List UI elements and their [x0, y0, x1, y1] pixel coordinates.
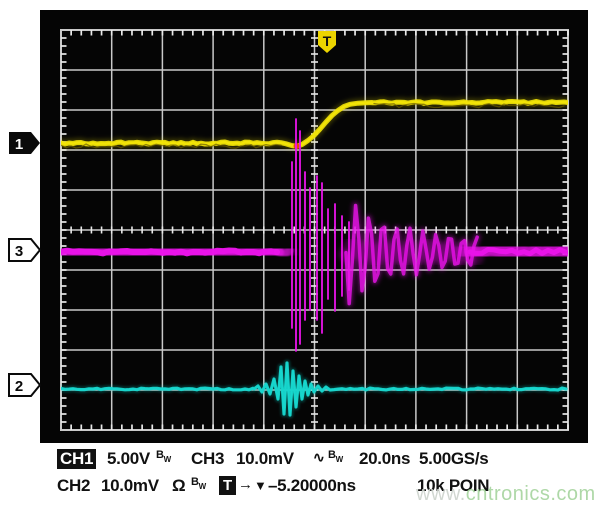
trigger-arrow-icon: →	[238, 476, 253, 493]
watermark-domain: cntronics.com	[465, 483, 596, 505]
timebase-value: 20.0ns	[359, 449, 411, 468]
channel-marker-ch2-label: 2	[15, 378, 23, 395]
channel-marker-ch3: 3	[8, 238, 42, 262]
trigger-position-value: –5.20000ns	[268, 476, 356, 495]
graticule	[60, 29, 569, 431]
trigger-source-badge: T	[219, 476, 236, 495]
waveform-traces	[61, 97, 568, 419]
ch1-label-badge: CH1	[57, 449, 97, 469]
ch3-bandwidth-icon: BW	[328, 449, 343, 464]
ch3-coupling-icon: ∿	[313, 449, 325, 465]
channel-marker-ch2: 2	[8, 373, 42, 397]
trace-ch3	[61, 117, 568, 353]
ch3-label: CH3	[191, 449, 225, 468]
trigger-flag-label: T	[323, 33, 332, 49]
trigger-position-flag: T	[318, 31, 336, 53]
trace-ch1	[61, 97, 568, 151]
channel-marker-ch1: 1	[9, 132, 40, 154]
ch2-bandwidth-icon: BW	[191, 476, 206, 491]
trigger-slope-icon: ▼	[254, 478, 267, 493]
ch2-scale-value: 10.0mV	[101, 476, 159, 495]
watermark-prefix: www.	[416, 483, 466, 505]
channel-marker-ch3-label: 3	[15, 243, 23, 260]
ch2-impedance-icon: Ω	[172, 476, 186, 495]
trace-ch2	[61, 359, 568, 419]
ch2-label: CH2	[57, 476, 91, 495]
ch1-bandwidth-icon: BW	[156, 449, 171, 464]
channel-marker-ch1-label: 1	[15, 136, 23, 153]
readout-row-1: CH1 5.00V BW CH3 10.0mV ∿ BW 20.0ns 5.00…	[0, 449, 600, 471]
watermark: www.cntronics.com	[416, 483, 596, 506]
ch1-scale-value: 5.00V	[107, 449, 150, 468]
sample-rate-value: 5.00GS/s	[419, 449, 489, 468]
ch3-scale-value: 10.0mV	[236, 449, 294, 468]
readout-row-2: CH2 10.0mV Ω BW T → ▼ –5.20000ns 10k POI…	[0, 476, 600, 498]
record-length-value: 10k POIN	[417, 476, 490, 495]
